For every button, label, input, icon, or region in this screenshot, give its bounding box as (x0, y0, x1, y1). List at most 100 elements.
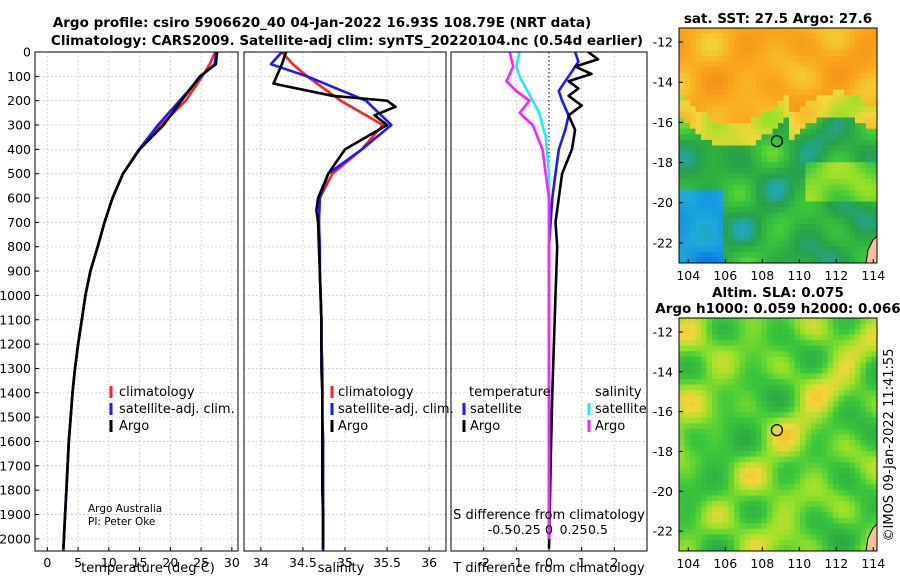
map-cell (800, 184, 807, 191)
map-cell (783, 184, 790, 191)
map-cell (844, 528, 851, 535)
map-cell (827, 111, 834, 119)
map-cell (822, 501, 829, 508)
map-cell (860, 484, 867, 491)
x-tick-label: 2 (610, 555, 618, 570)
map-cell (679, 484, 686, 491)
map-cell (805, 218, 812, 225)
series-line-s-argo (505, 52, 551, 539)
map-cell (855, 151, 862, 158)
map-cell (822, 106, 829, 113)
map-cell (822, 517, 829, 524)
map-cell (855, 362, 862, 369)
map-cell (695, 190, 702, 197)
map-cell (860, 139, 867, 147)
map-cell (723, 28, 730, 35)
map-cell (684, 384, 691, 391)
map-cell (816, 467, 823, 474)
map-cell (717, 473, 724, 480)
map-cell (739, 495, 746, 502)
y-tick-label: 1200 (0, 337, 31, 352)
y-tick-label: 400 (7, 142, 31, 157)
map-cell (789, 501, 796, 508)
map-cell (728, 473, 735, 480)
map-cell (761, 501, 768, 508)
map-cell (690, 362, 697, 369)
map-cell (871, 478, 877, 486)
map-cell (745, 83, 752, 91)
map-cell (778, 417, 785, 425)
map-cell (789, 33, 796, 40)
map-cell (723, 67, 730, 74)
map-cell (778, 334, 785, 341)
map-cell (789, 134, 796, 141)
map-cell (701, 373, 708, 380)
map-cell (695, 72, 702, 79)
map-cell (745, 100, 752, 107)
map-cell (822, 44, 829, 51)
map-cell (849, 78, 856, 85)
map-cell (767, 379, 774, 386)
map-cell (783, 440, 790, 447)
map-cell (706, 195, 713, 203)
map-cell (772, 318, 779, 325)
map-cell (717, 512, 724, 519)
map-cell (690, 373, 697, 380)
map-cell (717, 173, 724, 180)
map-cell (833, 445, 840, 452)
map-cell (728, 351, 735, 358)
map-cell (783, 235, 790, 242)
map-cell (761, 246, 768, 253)
map-cell (756, 528, 763, 535)
map-cell (833, 50, 840, 57)
map-cell (739, 190, 746, 197)
map-cell (811, 95, 818, 102)
map-cell (690, 184, 697, 191)
map-cell (833, 473, 840, 480)
map-cell (679, 95, 686, 102)
map-cell (745, 434, 752, 441)
map-cell (690, 406, 697, 413)
map-cell (822, 351, 829, 358)
map-cell (767, 162, 774, 169)
map-cell (794, 39, 801, 46)
map-cell (855, 484, 862, 491)
map-cell (833, 495, 840, 502)
map-cell (728, 539, 735, 547)
map-cell (679, 251, 686, 259)
map-cell (789, 72, 796, 79)
map-cell (844, 379, 851, 386)
map-cell (756, 373, 763, 380)
map-cell (717, 67, 724, 74)
map-cell (750, 489, 757, 497)
map-cell (684, 462, 691, 469)
map-cell (860, 55, 867, 63)
map-cell (860, 151, 867, 158)
map-cell (679, 55, 686, 63)
map-cell (734, 95, 741, 102)
map-cell (849, 184, 856, 191)
map-cell (800, 417, 807, 425)
map-cell (745, 351, 752, 358)
map-cell (827, 95, 834, 102)
map-cell (849, 179, 856, 186)
map-cell (717, 395, 724, 402)
map-cell (849, 117, 856, 124)
map-cell (679, 412, 686, 419)
map-cell (712, 495, 719, 502)
map-cell (734, 384, 741, 391)
map-cell (679, 156, 686, 163)
map-cell (794, 390, 801, 397)
map-cell (811, 106, 818, 113)
map-cell (783, 218, 790, 225)
map-cell (772, 162, 779, 169)
map-cell (800, 329, 807, 336)
map-cell (745, 417, 752, 425)
map-cell (844, 329, 851, 336)
map-cell (789, 162, 796, 169)
map-cell (679, 340, 686, 347)
map-cell (860, 207, 867, 214)
map-cell (800, 128, 807, 135)
map-cell (750, 462, 757, 469)
map-cell (822, 95, 829, 102)
